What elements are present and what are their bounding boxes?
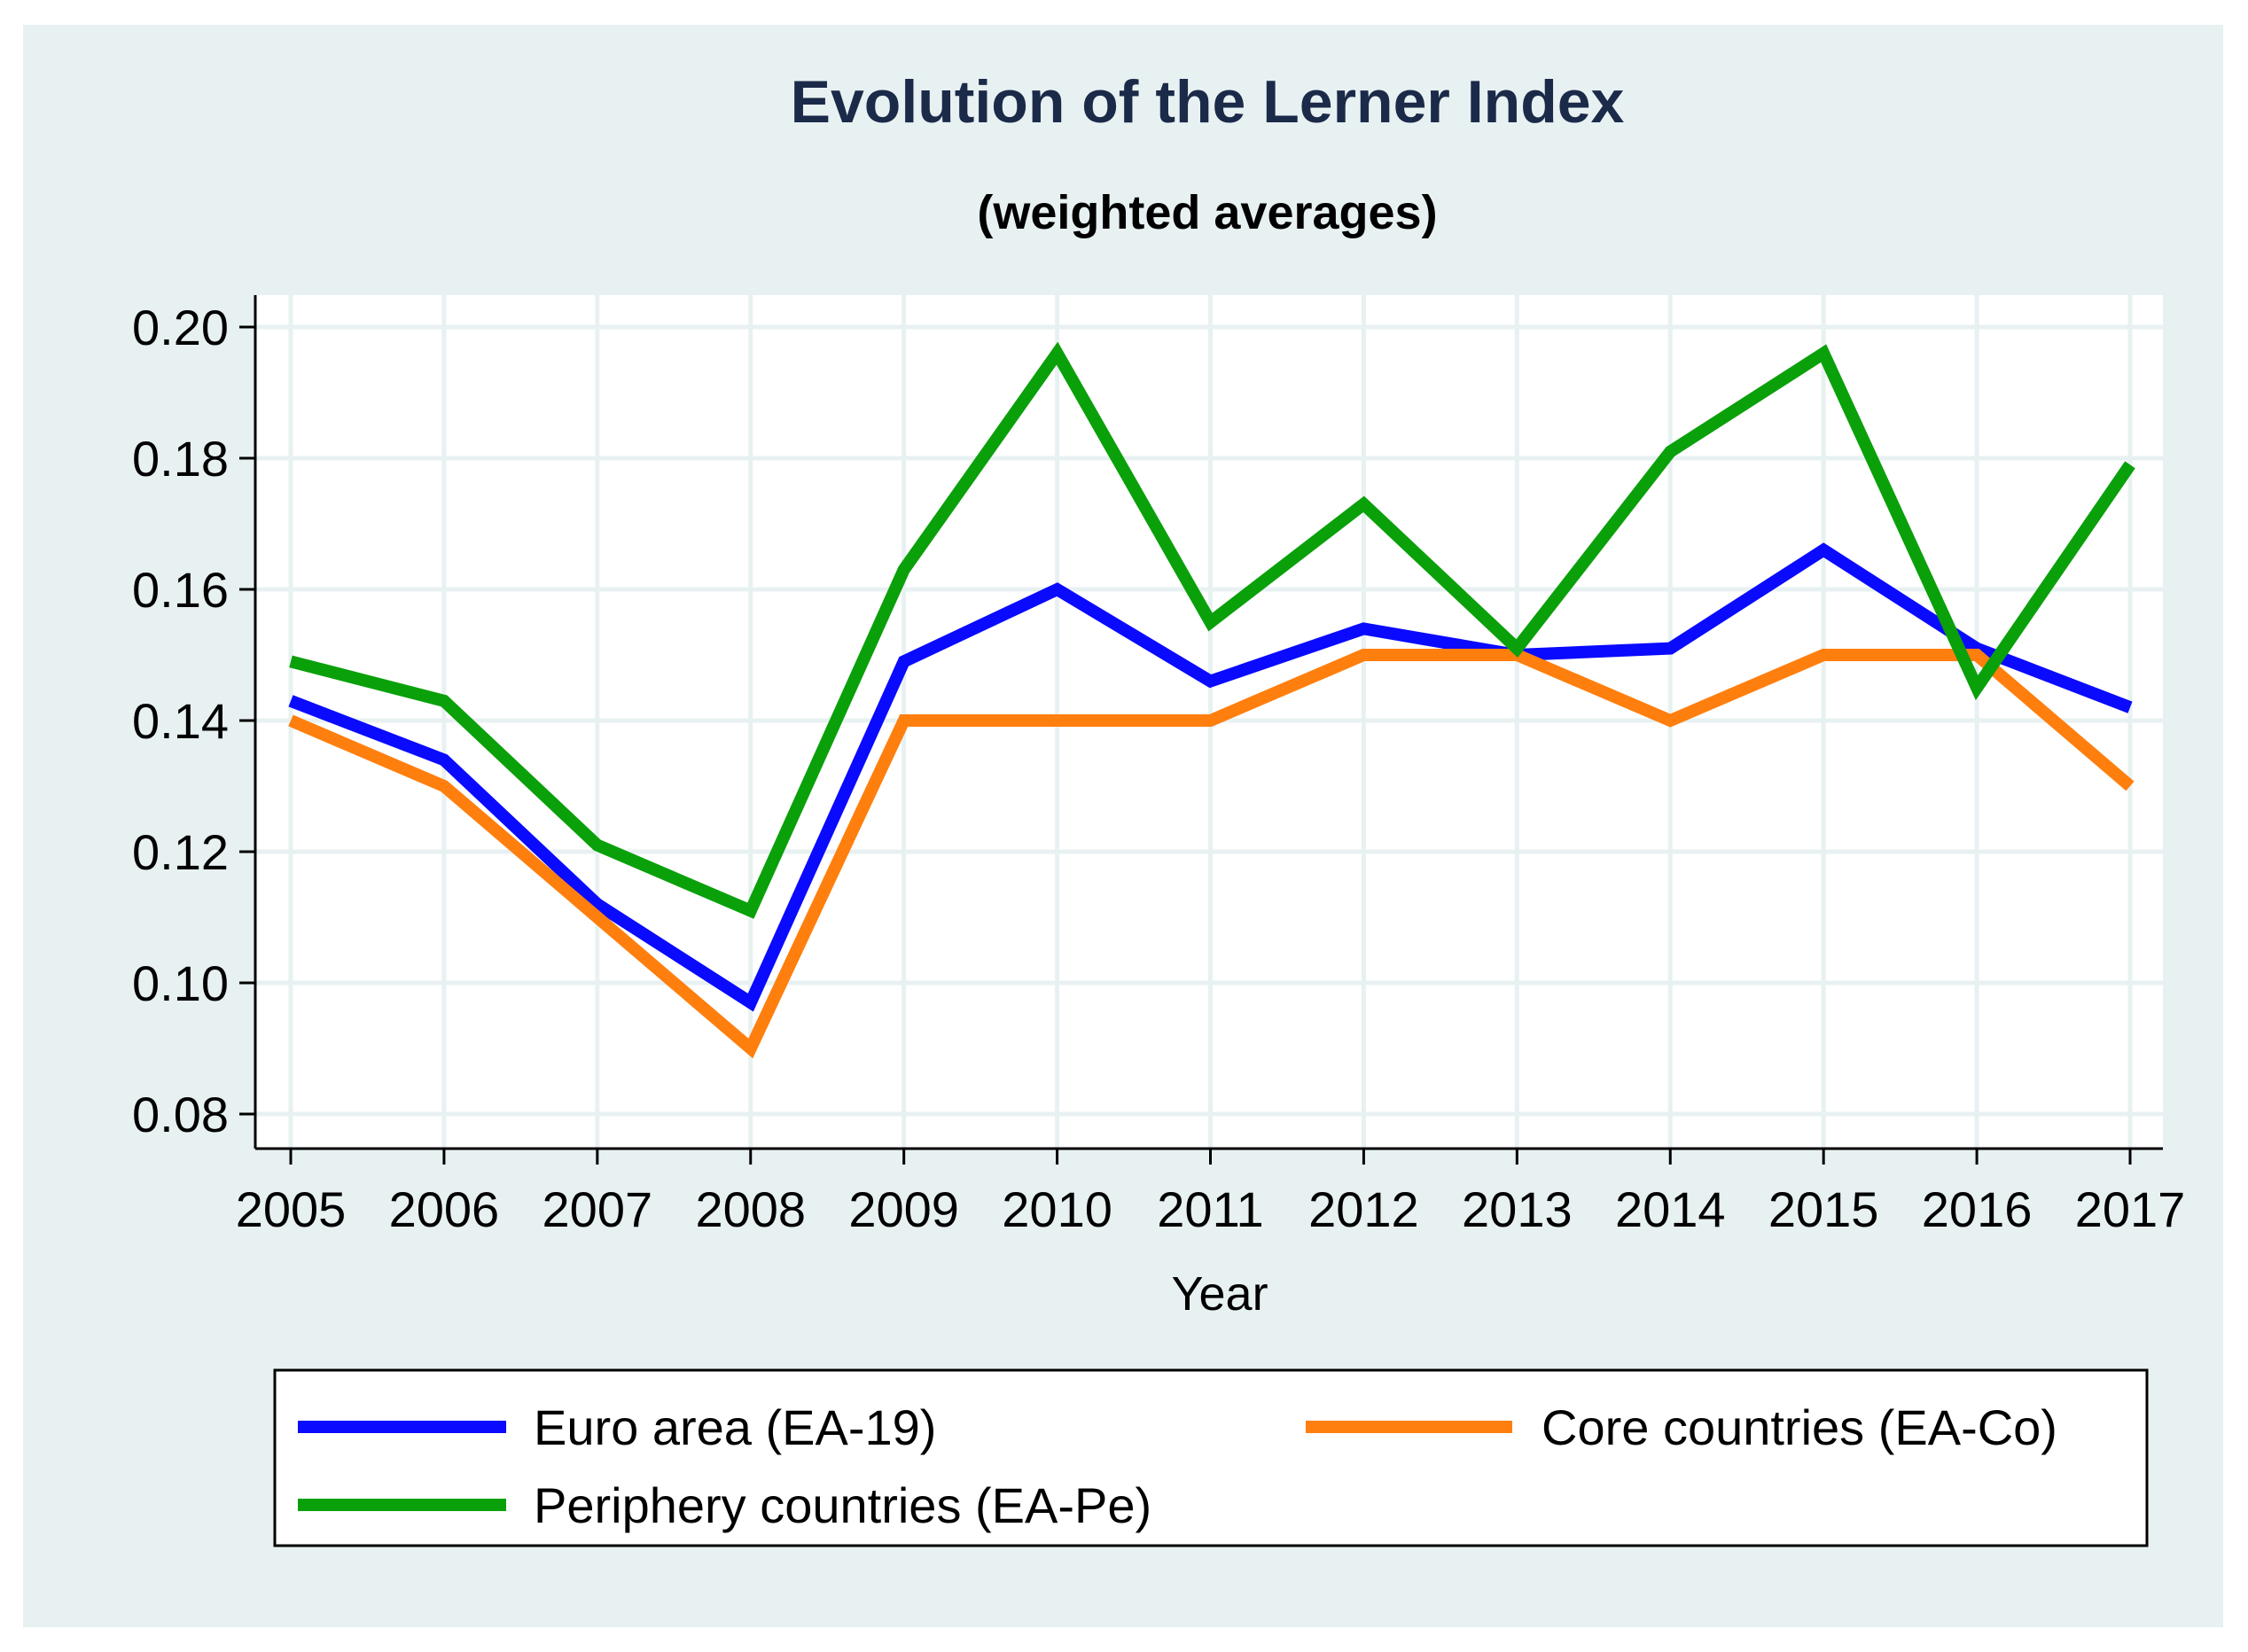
x-tick-label: 2016 bbox=[1922, 1181, 2033, 1237]
legend-label-3: Periphery countries (EA-Pe) bbox=[534, 1477, 1151, 1533]
x-tick-label: 2014 bbox=[1615, 1181, 1726, 1237]
x-tick-label: 2010 bbox=[1002, 1181, 1112, 1237]
x-axis-label: Year bbox=[1171, 1267, 1268, 1321]
axes: 0.08 0.10 0.12 0.14 0.16 0.18 0.20 2005 2006 2007… bbox=[132, 295, 2185, 1237]
x-tick-label: 2015 bbox=[1768, 1181, 1879, 1237]
x-tick-label: 2006 bbox=[389, 1181, 500, 1237]
y-tick-label: 0.16 bbox=[132, 562, 229, 618]
x-tick-label: 2013 bbox=[1462, 1181, 1573, 1237]
chart-subtitle: (weighted averages) bbox=[977, 186, 1437, 239]
x-tick-label: 2017 bbox=[2075, 1181, 2186, 1237]
legend-label-1: Euro area (EA-19) bbox=[534, 1399, 936, 1455]
chart-frame: Evolution of the Lerner Index (weighted … bbox=[23, 25, 2223, 1627]
legend: Euro area (EA-19) Core countries (EA-Co) P… bbox=[273, 1368, 2149, 1547]
y-tick-label: 0.10 bbox=[132, 955, 229, 1011]
series-line-2 bbox=[288, 649, 2135, 1059]
legend-label-2: Core countries (EA-Co) bbox=[1542, 1399, 2057, 1455]
x-tick-label: 2005 bbox=[236, 1181, 347, 1237]
series-line-1 bbox=[288, 542, 2133, 1012]
y-tick-label: 0.08 bbox=[132, 1087, 229, 1142]
x-tick-label: 2009 bbox=[848, 1181, 959, 1237]
y-tick-label: 0.14 bbox=[132, 693, 229, 749]
chart-title: Evolution of the Lerner Index bbox=[791, 68, 1625, 136]
legend-box bbox=[273, 1368, 2149, 1547]
line-chart: Evolution of the Lerner Index (weighted … bbox=[132, 68, 2185, 1547]
series-line-3 bbox=[289, 341, 2135, 919]
x-tick-label: 2012 bbox=[1308, 1181, 1419, 1237]
x-tick-label: 2007 bbox=[542, 1181, 653, 1237]
series-lines bbox=[288, 341, 2135, 1059]
x-tick-label: 2008 bbox=[695, 1181, 806, 1237]
y-tick-label: 0.18 bbox=[132, 431, 229, 487]
y-tick-label: 0.20 bbox=[132, 300, 229, 355]
x-tick-label: 2011 bbox=[1157, 1181, 1263, 1237]
y-tick-label: 0.12 bbox=[132, 824, 229, 880]
